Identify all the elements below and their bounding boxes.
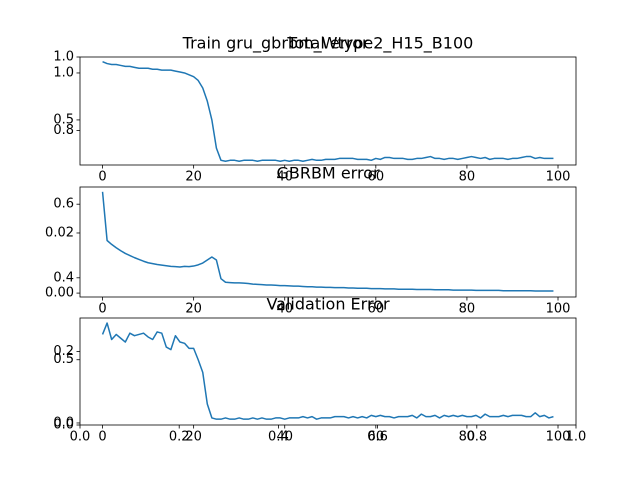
chart-title: GBRBM error [276,164,380,183]
data-line [102,61,554,162]
data-line [101,322,554,420]
chart-title: Validation Error [266,295,390,314]
x-tick-label: 20 [185,302,202,317]
chart-title: Total error [286,34,369,53]
x-tick-label: 100 [546,430,571,445]
chart-title: Train gru_gbrbm_Wtype2_H15_B100 [182,34,474,54]
axes-frame [79,186,577,298]
data-line [101,191,554,292]
x-tick-label: 20 [185,170,202,185]
x-tick-label: 0 [98,302,106,317]
axes-frame [79,317,577,426]
x-tick-label: 80 [459,430,476,445]
y-tick-label: 0.00 [45,286,74,301]
y-tick-label: 0.8 [53,123,74,138]
y-tick-label: 0.0 [53,415,74,430]
x-tick-label: 0.0 [70,430,91,445]
x-tick-label: 100 [546,170,571,185]
axes-frame [79,56,577,166]
x-tick-label: 100 [546,302,571,317]
y-tick-label: 0.02 [45,225,74,240]
x-tick-label: 60 [368,430,385,445]
y-tick-label: 1.0 [53,65,74,80]
x-tick-label: 0.8 [466,430,487,445]
x-tick-label: 0.4 [268,430,289,445]
x-tick-label: 40 [276,430,293,445]
y-tick-label: 0.2 [53,344,74,359]
y-tick-label: 0.6 [53,197,74,212]
x-tick-label: 60 [368,170,385,185]
x-tick-label: 80 [459,302,476,317]
x-tick-label: 0.6 [367,430,388,445]
y-tick-label: 0.4 [53,270,74,285]
y-tick-label: 0.5 [53,352,74,367]
x-tick-label: 0 [98,430,106,445]
x-tick-label: 40 [276,302,293,317]
x-tick-label: 20 [185,430,202,445]
x-tick-label: 1.0 [566,430,587,445]
x-tick-label: 0 [98,170,106,185]
x-tick-label: 40 [276,170,293,185]
x-tick-label: 80 [459,170,476,185]
x-tick-label: 60 [368,302,385,317]
y-tick-label: 1.0 [53,50,74,65]
y-tick-label: 0.5 [53,112,74,127]
x-tick-label: 0.2 [169,430,190,445]
y-tick-label: 0.0 [53,418,74,433]
